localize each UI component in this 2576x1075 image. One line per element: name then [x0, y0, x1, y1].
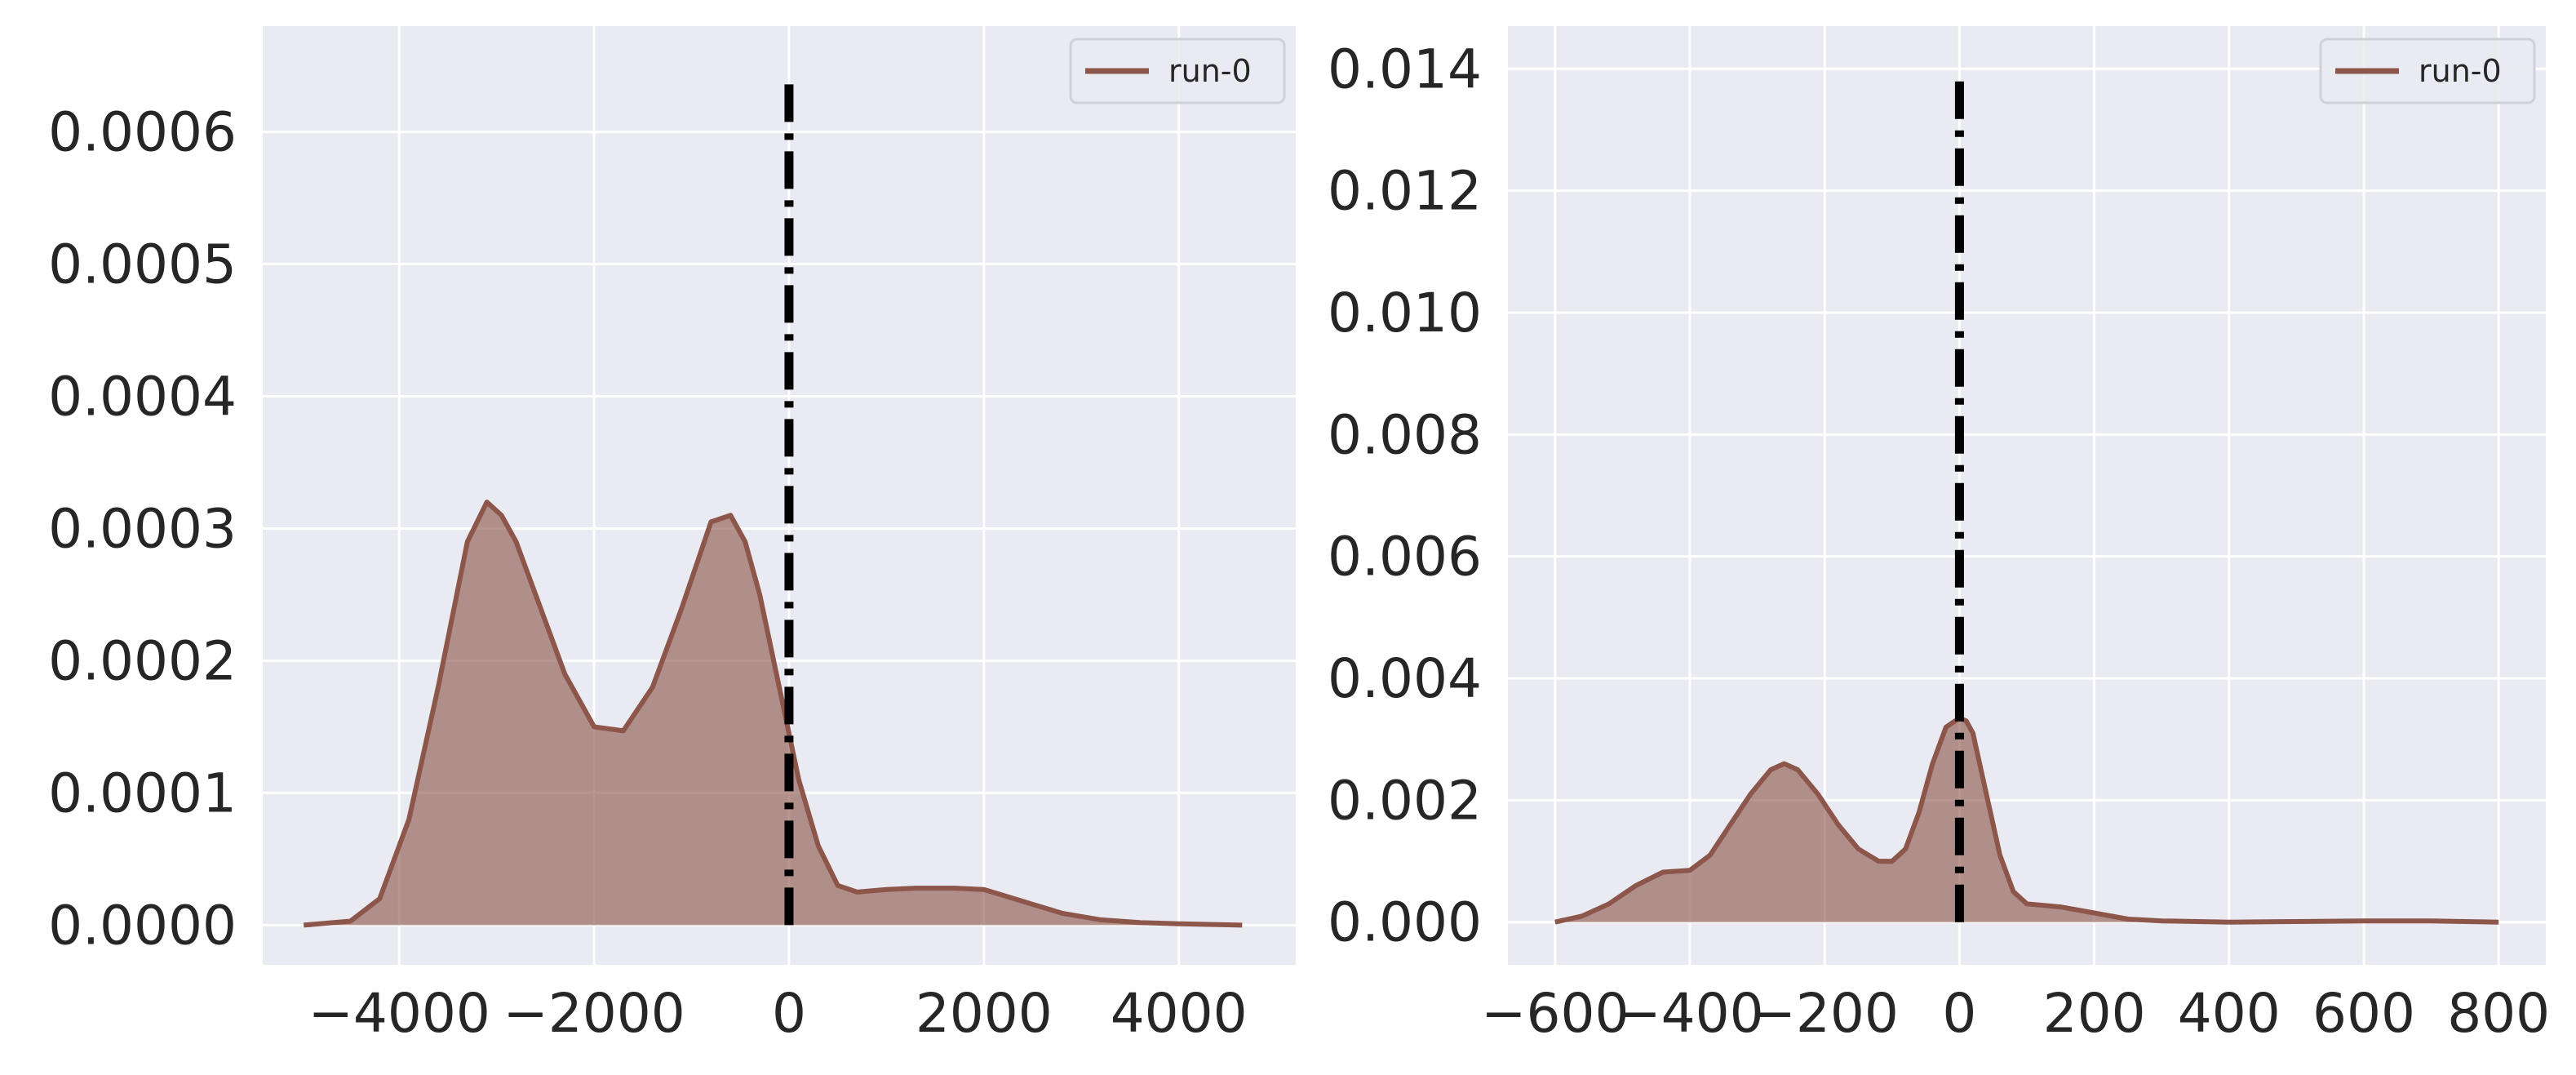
y-tick-label: 0.010 [1328, 282, 1482, 344]
legend-label: run-0 [1168, 53, 1252, 89]
series-line-run-0 [303, 500, 1243, 928]
series-line-run-0 [1554, 715, 2499, 925]
x-tick-label: −200 [1751, 982, 1899, 1045]
legend: run-0 [2319, 38, 2536, 104]
x-tick-label: −4000 [308, 982, 490, 1045]
legend-box [2319, 38, 2536, 104]
y-tick-label: 0.000 [1328, 891, 1482, 954]
y-tick-label: 0.0000 [48, 894, 237, 957]
x-tick-label: 800 [2447, 982, 2550, 1045]
legend-box [1069, 38, 1286, 104]
legend: run-0 [1069, 38, 1286, 104]
plot-background [1508, 26, 2546, 965]
left-panel: −4000 −2000 0 2000 4000 0.0000 0.0001 0.0002 0.0… [48, 26, 1296, 1045]
x-tick-label: 4000 [1111, 982, 1248, 1045]
x-tick-label: 0 [772, 982, 806, 1045]
y-tick-label: 0.0004 [48, 366, 237, 429]
x-tick-label: 2000 [916, 982, 1053, 1045]
x-tick-label: 0 [1942, 982, 1976, 1045]
y-tick-label: 0.002 [1328, 769, 1482, 832]
y-tick-label: 0.004 [1328, 647, 1482, 710]
y-tick-label: 0.0003 [48, 497, 237, 560]
y-tick-label: 0.014 [1328, 38, 1482, 100]
y-tick-label: 0.006 [1328, 526, 1482, 589]
x-tick-label: −2000 [503, 982, 685, 1045]
legend-label: run-0 [2419, 53, 2502, 89]
y-tick-label: 0.008 [1328, 403, 1482, 466]
x-tick-label: 600 [2312, 982, 2415, 1045]
y-tick-label: 0.0002 [48, 629, 237, 692]
x-tick-label: −600 [1481, 982, 1629, 1045]
x-tick-label: 400 [2178, 982, 2281, 1045]
x-tick-label: 200 [2043, 982, 2146, 1045]
y-tick-label: 0.0001 [48, 762, 237, 824]
y-tick-label: 0.0006 [48, 101, 237, 164]
right-panel: −600−400−200 0 200 400 600 800 0.000 0.002 0.004… [1328, 26, 2550, 1045]
x-tick-label: −400 [1616, 982, 1763, 1045]
y-tick-label: 0.0005 [48, 233, 237, 296]
y-tick-label: 0.012 [1328, 160, 1482, 223]
